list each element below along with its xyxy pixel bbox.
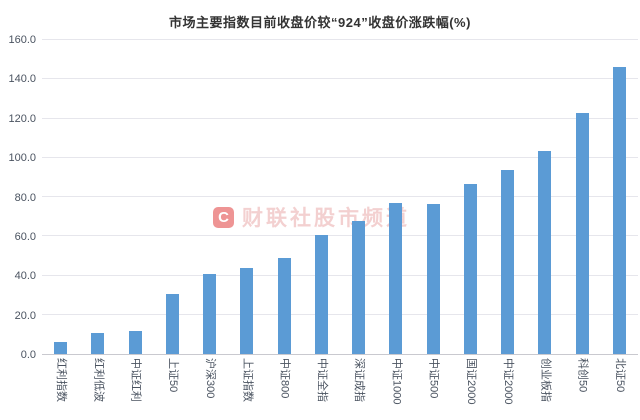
bar-cell [489,40,526,354]
gridline [42,156,638,158]
bar-cell [415,40,452,354]
gridline [42,196,638,197]
bar [203,273,217,354]
y-tick-label: 120.0 [8,112,36,125]
x-label-cell: 上证50 [154,358,191,418]
bar [277,258,291,354]
x-label-cell: 科创50 [564,358,601,418]
bar [389,203,403,354]
bar-cell [228,40,265,354]
bar [314,235,328,354]
gridline [42,117,638,119]
x-tick-label: 红利低波 [92,358,105,402]
x-label-cell: 沪深300 [191,358,228,418]
x-tick-label: 红利指数 [55,358,68,402]
x-tick-label: 沪深300 [204,358,217,399]
x-label-cell: 中证全指 [303,358,340,418]
y-tick-label: 80.0 [14,191,36,204]
x-tick-label: 上证指数 [241,358,254,402]
bar-cell [42,40,79,354]
x-label-cell: 红利低波 [79,358,116,418]
x-tick-label: 上证50 [166,358,179,393]
x-label-cell: 北证50 [601,358,638,418]
x-label-cell: 中证500 [415,358,452,418]
gridline [42,235,638,237]
gridline [42,313,638,315]
x-label-cell: 中证800 [266,358,303,418]
x-label-cell: 中证1000 [377,358,414,418]
bar-cell [452,40,489,354]
bar [165,293,179,354]
x-label-cell: 中证红利 [117,358,154,418]
bar-cell [303,40,340,354]
bar [352,220,366,354]
x-tick-label: 国证2000 [464,358,477,405]
bar [538,151,552,354]
x-tick-label: 中证全指 [315,358,328,402]
x-label-cell: 红利指数 [42,358,79,418]
bar-cell [601,40,638,354]
bar [128,331,142,354]
bar-cell [266,40,303,354]
x-label-cell: 中证2000 [489,358,526,418]
bar-cell [79,40,116,354]
gridline [42,78,638,80]
x-tick-label: 中证红利 [129,358,142,402]
bar [91,332,105,354]
bar-cell [526,40,563,354]
gridline [42,39,638,40]
bar [501,169,515,354]
chart-title: 市场主要指数目前收盘价较“924”收盘价涨跌幅(%) [169,15,471,30]
bar-cell [117,40,154,354]
bar-cell [191,40,228,354]
x-axis: 红利指数 红利低波 中证红利 上证50 沪深300 上证指数 中证800 中证全指 深证成指 中证… [42,358,638,418]
x-label-cell: 深证成指 [340,358,377,418]
plot-area [42,39,638,355]
y-tick-label: 40.0 [14,270,36,283]
x-tick-label: 创业板指 [539,358,552,402]
bar-cell [154,40,191,354]
x-tick-label: 中证800 [278,358,291,399]
bar-cell [377,40,414,354]
bar [463,184,477,354]
bar [54,342,68,354]
x-tick-label: 中证2000 [502,358,515,405]
bar-cell [340,40,377,354]
bar-cell [564,40,601,354]
y-tick-label: 100.0 [8,152,36,165]
y-tick-label: 140.0 [8,73,36,86]
y-tick-label: 160.0 [8,34,36,46]
x-tick-label: 科创50 [576,358,589,393]
gridline [42,274,638,276]
y-tick-label: 0.0 [20,349,36,361]
bar [426,204,440,354]
x-label-cell: 创业板指 [526,358,563,418]
x-tick-label: 中证1000 [390,358,403,405]
y-tick-label: 20.0 [14,309,36,322]
x-tick-label: 北证50 [613,358,626,393]
bar [575,113,589,354]
x-label-cell: 上证指数 [228,358,265,418]
bar [240,268,254,354]
bars-row [42,40,638,354]
x-label-cell: 国证2000 [452,358,489,418]
y-tick-label: 60.0 [14,230,36,243]
x-tick-label: 中证500 [427,358,440,399]
x-tick-label: 深证成指 [353,358,366,402]
bar [612,67,626,354]
